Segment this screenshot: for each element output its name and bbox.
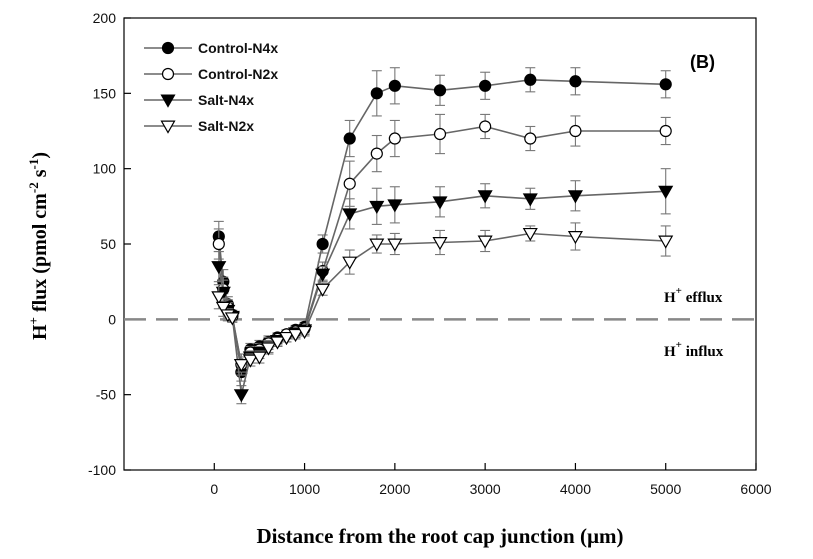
- legend-marker: [160, 120, 176, 134]
- x-tick-label: 5000: [650, 481, 681, 497]
- data-point: [569, 124, 582, 138]
- y-tick-label: 150: [93, 85, 117, 101]
- data-point: [369, 238, 385, 252]
- data-point: [658, 235, 674, 249]
- data-point: [387, 199, 403, 213]
- legend-label: Control-N4x: [198, 40, 278, 56]
- annotation-efflux: H+ efflux: [664, 285, 723, 306]
- y-tick-label: -100: [88, 462, 116, 478]
- data-point: [432, 196, 448, 210]
- data-point: [212, 237, 225, 251]
- data-point: [479, 79, 492, 92]
- data-point: [387, 238, 403, 252]
- data-point: [388, 79, 401, 92]
- data-point: [433, 127, 447, 141]
- data-point: [432, 237, 448, 251]
- data-point: [343, 177, 356, 190]
- data-point: [269, 336, 286, 350]
- data-point: [342, 208, 358, 222]
- y-tick-label: 0: [108, 311, 116, 327]
- data-point: [569, 75, 582, 88]
- data-point: [260, 342, 276, 356]
- legend-label: Control-N2x: [198, 66, 278, 82]
- data-point: [477, 190, 493, 204]
- x-tick-label: 6000: [740, 481, 771, 497]
- x-tick-label: 1000: [289, 481, 320, 497]
- data-point: [342, 256, 358, 270]
- x-tick-label: 2000: [379, 481, 410, 497]
- data-point: [315, 268, 331, 282]
- data-point: [211, 261, 227, 275]
- annotation-influx: H+ influx: [664, 339, 724, 360]
- data-point: [315, 283, 331, 297]
- x-tick-label: 4000: [560, 481, 591, 497]
- y-tick-label: 100: [93, 161, 117, 177]
- data-point: [479, 120, 492, 133]
- data-point: [278, 331, 295, 346]
- data-point: [233, 359, 249, 373]
- x-tick-label: 0: [210, 481, 218, 497]
- data-point: [388, 132, 401, 145]
- y-tick-label: 200: [93, 10, 117, 26]
- legend-marker: [161, 67, 175, 81]
- data-point: [524, 73, 537, 86]
- data-point: [224, 312, 240, 326]
- legend: Control-N4x Control-N2x Salt-N4x Salt-N2x: [144, 40, 278, 134]
- data-point: [370, 87, 383, 100]
- x-tick-label: 3000: [470, 481, 501, 497]
- data-point: [567, 190, 583, 204]
- data-point: [215, 301, 231, 315]
- legend-label: Salt-N2x: [198, 118, 254, 134]
- series-salt-n2x: [211, 222, 674, 373]
- x-axis-title: Distance from the root cap junction (µm): [256, 524, 623, 548]
- data-point: [211, 291, 227, 305]
- data-point: [567, 230, 583, 245]
- data-point: [659, 124, 672, 138]
- legend-marker: [160, 94, 176, 108]
- data-point: [477, 235, 493, 249]
- data-point: [658, 185, 674, 199]
- legend-label: Salt-N4x: [198, 92, 254, 108]
- panel-label: (B): [690, 52, 715, 72]
- data-point: [522, 193, 538, 207]
- y-tick-label: 50: [100, 236, 116, 252]
- data-point: [522, 227, 538, 242]
- data-point: [251, 351, 267, 365]
- data-point: [242, 354, 258, 368]
- data-point: [433, 84, 447, 97]
- data-point: [370, 147, 383, 160]
- y-axis-title: H+ flux (pmol cm-2 s-1): [26, 152, 51, 340]
- data-point: [659, 78, 672, 91]
- data-point: [316, 237, 329, 251]
- series-layer: [211, 67, 674, 405]
- data-point: [524, 132, 537, 145]
- data-point: [297, 325, 313, 340]
- data-point: [369, 200, 385, 215]
- y-tick-label: -50: [96, 387, 116, 403]
- legend-marker: [161, 41, 175, 55]
- data-point: [288, 328, 304, 343]
- data-point: [343, 132, 356, 145]
- data-point: [233, 389, 249, 403]
